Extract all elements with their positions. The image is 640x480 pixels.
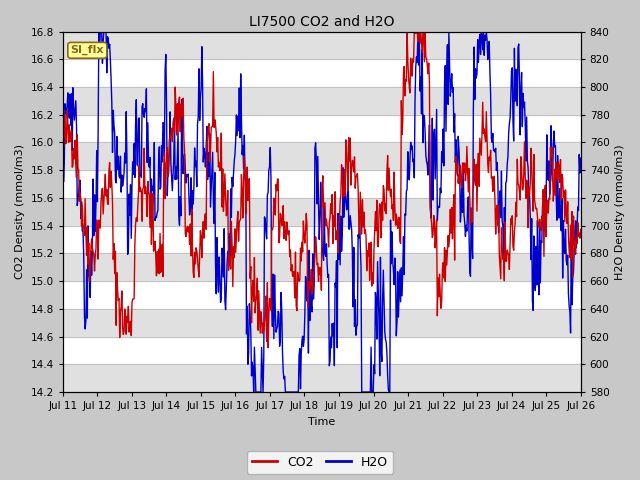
Bar <box>63 32 580 60</box>
Text: SI_flx: SI_flx <box>70 45 104 56</box>
Y-axis label: CO2 Density (mmol/m3): CO2 Density (mmol/m3) <box>15 144 25 279</box>
Bar <box>63 198 580 226</box>
Bar <box>63 87 580 115</box>
Bar <box>63 364 580 392</box>
Bar <box>63 309 580 336</box>
Title: LI7500 CO2 and H2O: LI7500 CO2 and H2O <box>249 15 394 29</box>
Legend: CO2, H2O: CO2, H2O <box>247 451 393 474</box>
X-axis label: Time: Time <box>308 417 335 427</box>
Bar <box>63 143 580 170</box>
Y-axis label: H2O Density (mmol/m3): H2O Density (mmol/m3) <box>615 144 625 279</box>
Bar <box>63 253 580 281</box>
